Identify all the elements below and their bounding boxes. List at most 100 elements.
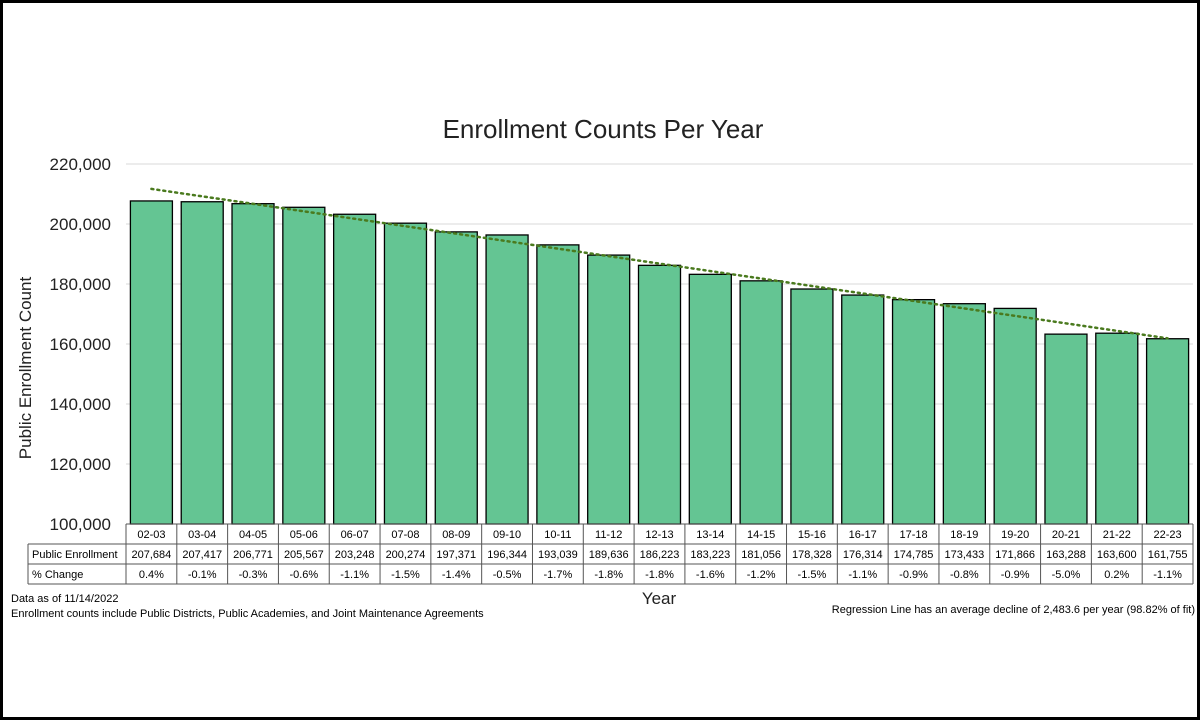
enrollment-value-cell: 176,314 bbox=[843, 549, 883, 561]
bar bbox=[129, 200, 174, 525]
pct-change-cell: -1.8% bbox=[594, 569, 623, 581]
pct-change-cell: -1.4% bbox=[442, 569, 471, 581]
x-tick-label: 16-17 bbox=[849, 529, 877, 541]
enrollment-value-cell: 178,328 bbox=[792, 549, 832, 561]
x-tick-label: 06-07 bbox=[341, 529, 369, 541]
bar bbox=[180, 201, 224, 525]
enrollment-value-cell: 207,417 bbox=[182, 549, 222, 561]
footnote-data-date: Data as of 11/14/2022 bbox=[11, 593, 118, 605]
bar bbox=[231, 203, 275, 525]
x-tick-label: 04-05 bbox=[239, 529, 267, 541]
x-tick-label: 08-09 bbox=[442, 529, 470, 541]
pct-change-cell: -0.9% bbox=[899, 569, 928, 581]
bar bbox=[637, 264, 682, 525]
x-tick-label: 18-19 bbox=[950, 529, 978, 541]
footnote-regression: Regression Line has an average decline o… bbox=[832, 604, 1195, 616]
enrollment-value-cell: 173,433 bbox=[944, 549, 984, 561]
x-tick-label: 03-04 bbox=[188, 529, 216, 541]
footnote-scope: Enrollment counts include Public Distric… bbox=[11, 608, 484, 620]
x-tick-label: 22-23 bbox=[1154, 529, 1182, 541]
pct-change-cell: -1.1% bbox=[340, 569, 369, 581]
x-tick-label: 20-21 bbox=[1052, 529, 1080, 541]
pct-change-cell: -0.3% bbox=[239, 569, 268, 581]
chart-title: Enrollment Counts Per Year bbox=[443, 114, 764, 144]
x-tick-label: 05-06 bbox=[290, 529, 318, 541]
bar bbox=[383, 222, 428, 525]
pct-change-cell: -1.7% bbox=[544, 569, 573, 581]
table-row-label: % Change bbox=[32, 569, 83, 581]
x-tick-label: 19-20 bbox=[1001, 529, 1029, 541]
y-axis-label: Public Enrollment Count bbox=[16, 277, 35, 460]
pct-change-cell: -1.1% bbox=[1153, 569, 1182, 581]
enrollment-value-cell: 163,600 bbox=[1097, 549, 1137, 561]
bar bbox=[993, 307, 1037, 525]
enrollment-value-cell: 203,248 bbox=[335, 549, 375, 561]
pct-change-cell: -1.5% bbox=[798, 569, 827, 581]
enrollment-value-cell: 205,567 bbox=[284, 549, 324, 561]
bar-series bbox=[129, 200, 1190, 525]
pct-change-cell: -0.1% bbox=[188, 569, 217, 581]
bar bbox=[790, 288, 834, 525]
bar bbox=[891, 298, 936, 525]
enrollment-value-cell: 193,039 bbox=[538, 549, 578, 561]
bar bbox=[841, 294, 885, 525]
table-row-label: Public Enrollment bbox=[32, 549, 118, 561]
y-tick-label: 160,000 bbox=[50, 335, 111, 354]
bar bbox=[485, 234, 529, 525]
enrollment-value-cell: 171,866 bbox=[995, 549, 1035, 561]
bar bbox=[942, 303, 987, 525]
pct-change-cell: -1.5% bbox=[391, 569, 420, 581]
pct-change-cell: -0.8% bbox=[950, 569, 979, 581]
x-tick-label: 21-22 bbox=[1103, 529, 1131, 541]
pct-change-cell: -1.6% bbox=[696, 569, 725, 581]
x-tick-label: 10-11 bbox=[544, 529, 571, 541]
enrollment-value-cell: 207,684 bbox=[132, 549, 172, 561]
enrollment-value-cell: 200,274 bbox=[386, 549, 426, 561]
x-tick-label: 07-08 bbox=[391, 529, 419, 541]
enrollment-value-cell: 206,771 bbox=[233, 549, 273, 561]
pct-change-cell: -0.5% bbox=[493, 569, 522, 581]
enrollment-chart: Enrollment Counts Per Year 100,000 120,00… bbox=[11, 114, 1195, 620]
regression-trendline bbox=[150, 187, 1169, 340]
y-axis-ticks: 100,000 120,000 140,000 160,000 180,000 200,0… bbox=[50, 155, 111, 534]
y-tick-label: 180,000 bbox=[50, 275, 111, 294]
bar bbox=[434, 231, 478, 525]
x-tick-label: 02-03 bbox=[137, 529, 165, 541]
bar bbox=[1095, 332, 1139, 525]
enrollment-value-cell: 163,288 bbox=[1046, 549, 1086, 561]
bar bbox=[332, 213, 377, 525]
y-tick-label: 120,000 bbox=[50, 455, 111, 474]
bar bbox=[688, 273, 732, 525]
pct-change-cell: -1.8% bbox=[645, 569, 674, 581]
enrollment-value-cell: 189,636 bbox=[589, 549, 629, 561]
pct-change-cell: -1.2% bbox=[747, 569, 776, 581]
bar bbox=[536, 244, 580, 525]
y-tick-label: 140,000 bbox=[50, 395, 111, 414]
bar bbox=[739, 280, 783, 525]
x-axis-label: Year bbox=[642, 589, 677, 608]
pct-change-cell: -0.6% bbox=[289, 569, 318, 581]
x-tick-label: 17-18 bbox=[899, 529, 927, 541]
x-tick-label: 15-16 bbox=[798, 529, 826, 541]
enrollment-value-cell: 196,344 bbox=[487, 549, 527, 561]
bar bbox=[282, 206, 326, 525]
y-tick-label: 100,000 bbox=[50, 515, 111, 534]
x-tick-label: 14-15 bbox=[747, 529, 775, 541]
pct-change-cell: -1.1% bbox=[848, 569, 877, 581]
enrollment-value-cell: 186,223 bbox=[640, 549, 680, 561]
y-tick-label: 220,000 bbox=[50, 155, 111, 174]
enrollment-value-cell: 181,056 bbox=[741, 549, 781, 561]
x-tick-label: 12-13 bbox=[645, 529, 673, 541]
enrollment-value-cell: 183,223 bbox=[690, 549, 730, 561]
bar bbox=[1044, 333, 1088, 525]
enrollment-value-cell: 174,785 bbox=[894, 549, 934, 561]
bar bbox=[587, 254, 631, 525]
pct-change-cell: -0.9% bbox=[1001, 569, 1030, 581]
x-tick-label: 13-14 bbox=[696, 529, 724, 541]
pct-change-cell: -5.0% bbox=[1052, 569, 1081, 581]
x-tick-label: 09-10 bbox=[493, 529, 521, 541]
enrollment-value-cell: 197,371 bbox=[436, 549, 476, 561]
y-tick-label: 200,000 bbox=[50, 215, 111, 234]
enrollment-value-cell: 161,755 bbox=[1148, 549, 1188, 561]
